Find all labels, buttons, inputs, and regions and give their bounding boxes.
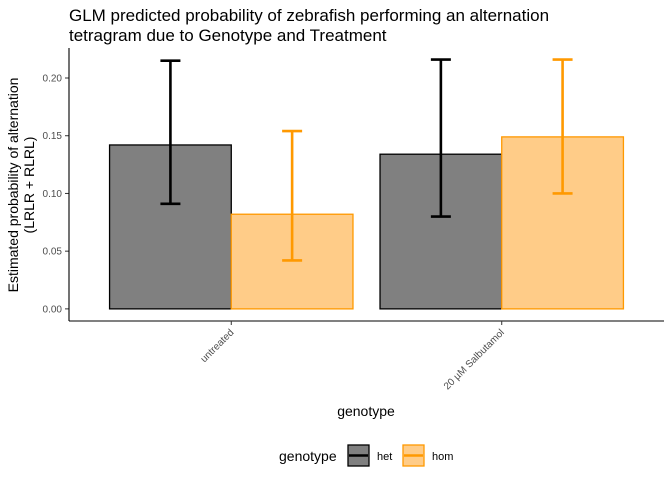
legend: genotype het hom	[279, 444, 453, 467]
chart-title-line-2: tetragram due to Genotype and Treatment	[69, 26, 387, 45]
y-axis-title: Estimated probability of alternation (LR…	[5, 78, 37, 293]
bars	[108, 136, 625, 310]
legend-label-hom: hom	[432, 451, 453, 463]
y-tick-label: 0.00	[43, 304, 63, 315]
y-axis-title-line-2: (LRLR + RLRL)	[21, 137, 37, 234]
x-tick-label: 20 µM Salbutamol	[442, 327, 507, 392]
error-bar-het-1	[430, 58, 451, 218]
y-axis-ticks: 0.00 0.05 0.10 0.15 0.20	[43, 74, 69, 315]
y-axis-title-line-1: Estimated probability of alternation	[5, 78, 21, 293]
error-bars	[160, 58, 573, 262]
y-tick-label: 0.05	[43, 247, 63, 258]
bar-het-1	[379, 153, 503, 310]
error-bar-het-0	[160, 59, 181, 206]
y-tick-label: 0.15	[43, 131, 63, 142]
x-tick-label: untreated	[199, 327, 237, 365]
x-axis-ticks: untreated 20 µM Salbutamol	[199, 321, 507, 392]
x-axis-title: genotype	[337, 403, 395, 419]
error-bar-hom-1	[552, 58, 573, 195]
error-bar-hom-0	[282, 129, 303, 262]
legend-item-het: het	[347, 444, 392, 467]
legend-title: genotype	[279, 448, 337, 464]
chart-title: GLM predicted probability of zebrafish p…	[69, 6, 549, 45]
y-tick-label: 0.10	[43, 189, 63, 200]
y-tick-label: 0.20	[43, 74, 63, 85]
legend-label-het: het	[377, 451, 392, 463]
legend-item-hom: hom	[402, 444, 453, 467]
chart-title-line-1: GLM predicted probability of zebrafish p…	[69, 6, 549, 25]
